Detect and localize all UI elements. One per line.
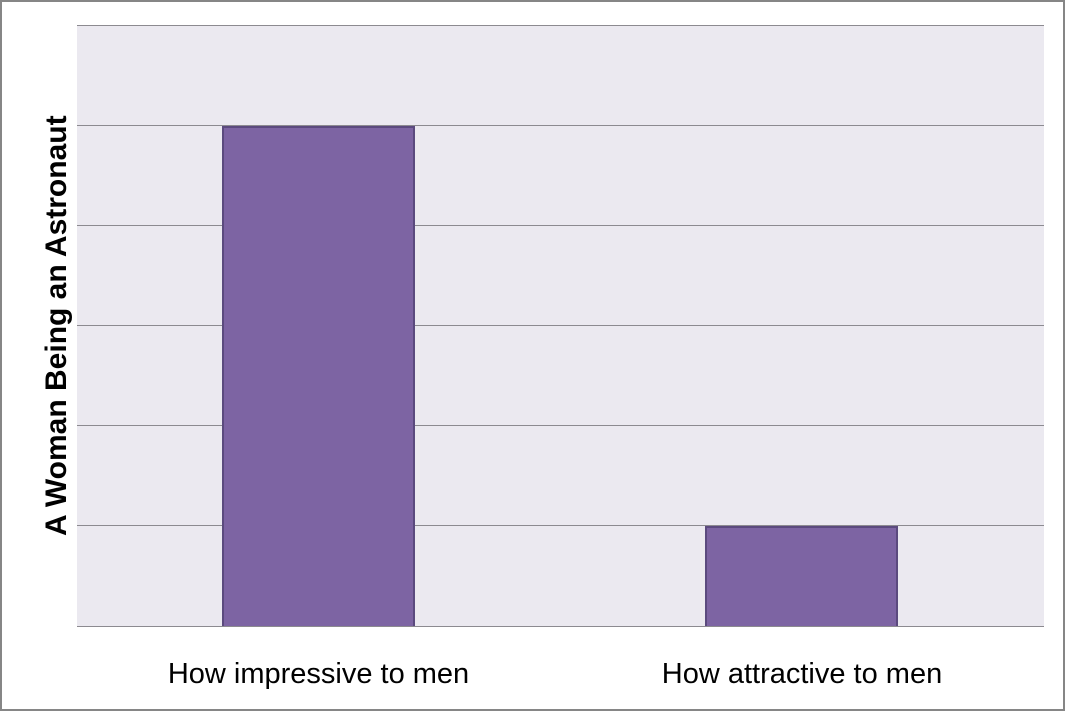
- gridline: [77, 525, 1044, 526]
- plot-area: [77, 25, 1044, 627]
- gridline: [77, 425, 1044, 426]
- category-label-how-impressive: How impressive to men: [167, 658, 470, 690]
- gridline: [77, 325, 1044, 326]
- category-label-how-attractive: How attractive to men: [661, 658, 943, 690]
- gridline: [77, 225, 1044, 226]
- bar-how-attractive-to-men: [705, 526, 898, 626]
- bar-how-impressive-to-men: [222, 126, 415, 626]
- gridline: [77, 125, 1044, 126]
